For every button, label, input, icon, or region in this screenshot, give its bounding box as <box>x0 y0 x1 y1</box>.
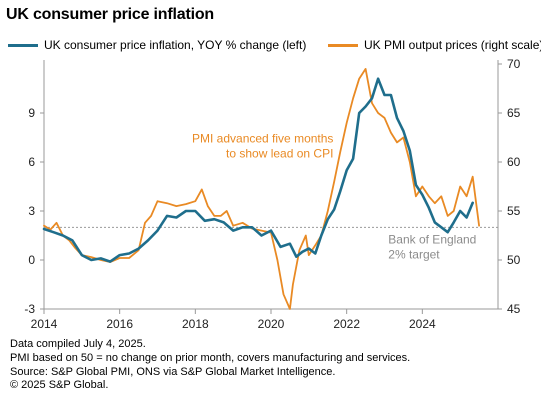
x-tick-label-2022: 2022 <box>333 317 360 331</box>
y-right-tick-label-50: 50 <box>507 253 521 267</box>
x-tick-label-2020: 2020 <box>258 317 285 331</box>
y-right-tick-label-45: 45 <box>507 302 521 316</box>
x-tick-label-2016: 2016 <box>106 317 133 331</box>
annotation-boe-target-line-1: Bank of England <box>388 233 476 247</box>
legend-item-pmi: UK PMI output prices (right scale) <box>328 37 541 53</box>
y-left-tick-label-0: 0 <box>28 253 35 267</box>
annotation-pmi-lead-line-2: to show lead on CPI <box>226 146 333 160</box>
annotation-boe-target-line-2: 2% target <box>388 248 440 262</box>
y-left-tick-label-9: 9 <box>28 106 35 120</box>
y-right-tick-label-70: 70 <box>507 57 521 71</box>
x-tick-label-2018: 2018 <box>182 317 209 331</box>
x-tick-label-2024: 2024 <box>409 317 436 331</box>
y-left-tick-label-3: 3 <box>28 204 35 218</box>
y-right-tick-label-60: 60 <box>507 155 521 169</box>
note-pmi-definition: PMI based on 50 = no change on prior mon… <box>10 351 411 364</box>
chart-notes: Data compiled July 4, 2025. PMI based on… <box>10 338 410 393</box>
note-copyright: © 2025 S&P Global. <box>10 379 109 392</box>
series-line-cpi <box>42 77 474 263</box>
note-data-compiled: Data compiled July 4, 2025. <box>10 338 146 350</box>
annotation-pmi-lead-line-1: PMI advanced five months <box>192 131 333 145</box>
y-right-tick-label-55: 55 <box>507 204 521 218</box>
legend-swatch-cpi <box>8 43 38 47</box>
chart-title: UK consumer price inflation <box>6 6 214 23</box>
chart-canvas: 2014 2016 2018 2020 2022 2024 -3 0 3 6 9 45 50 55 60 65… <box>24 57 521 331</box>
x-tick-label-2014: 2014 <box>31 317 58 331</box>
legend-label-pmi: UK PMI output prices (right scale) <box>364 38 541 52</box>
legend-swatch-pmi <box>328 43 358 47</box>
note-source: Source: S&P Global PMI, ONS via S&P Glob… <box>10 365 336 378</box>
y-right-tick-label-65: 65 <box>507 106 521 120</box>
series-line-pmi <box>43 68 480 310</box>
legend-label-cpi: UK consumer price inflation, YOY % chang… <box>44 38 307 52</box>
y-left-tick-label-6: 6 <box>28 155 35 169</box>
y-left-tick-label--3: -3 <box>24 302 35 316</box>
legend-item-cpi: UK consumer price inflation, YOY % chang… <box>8 37 306 53</box>
